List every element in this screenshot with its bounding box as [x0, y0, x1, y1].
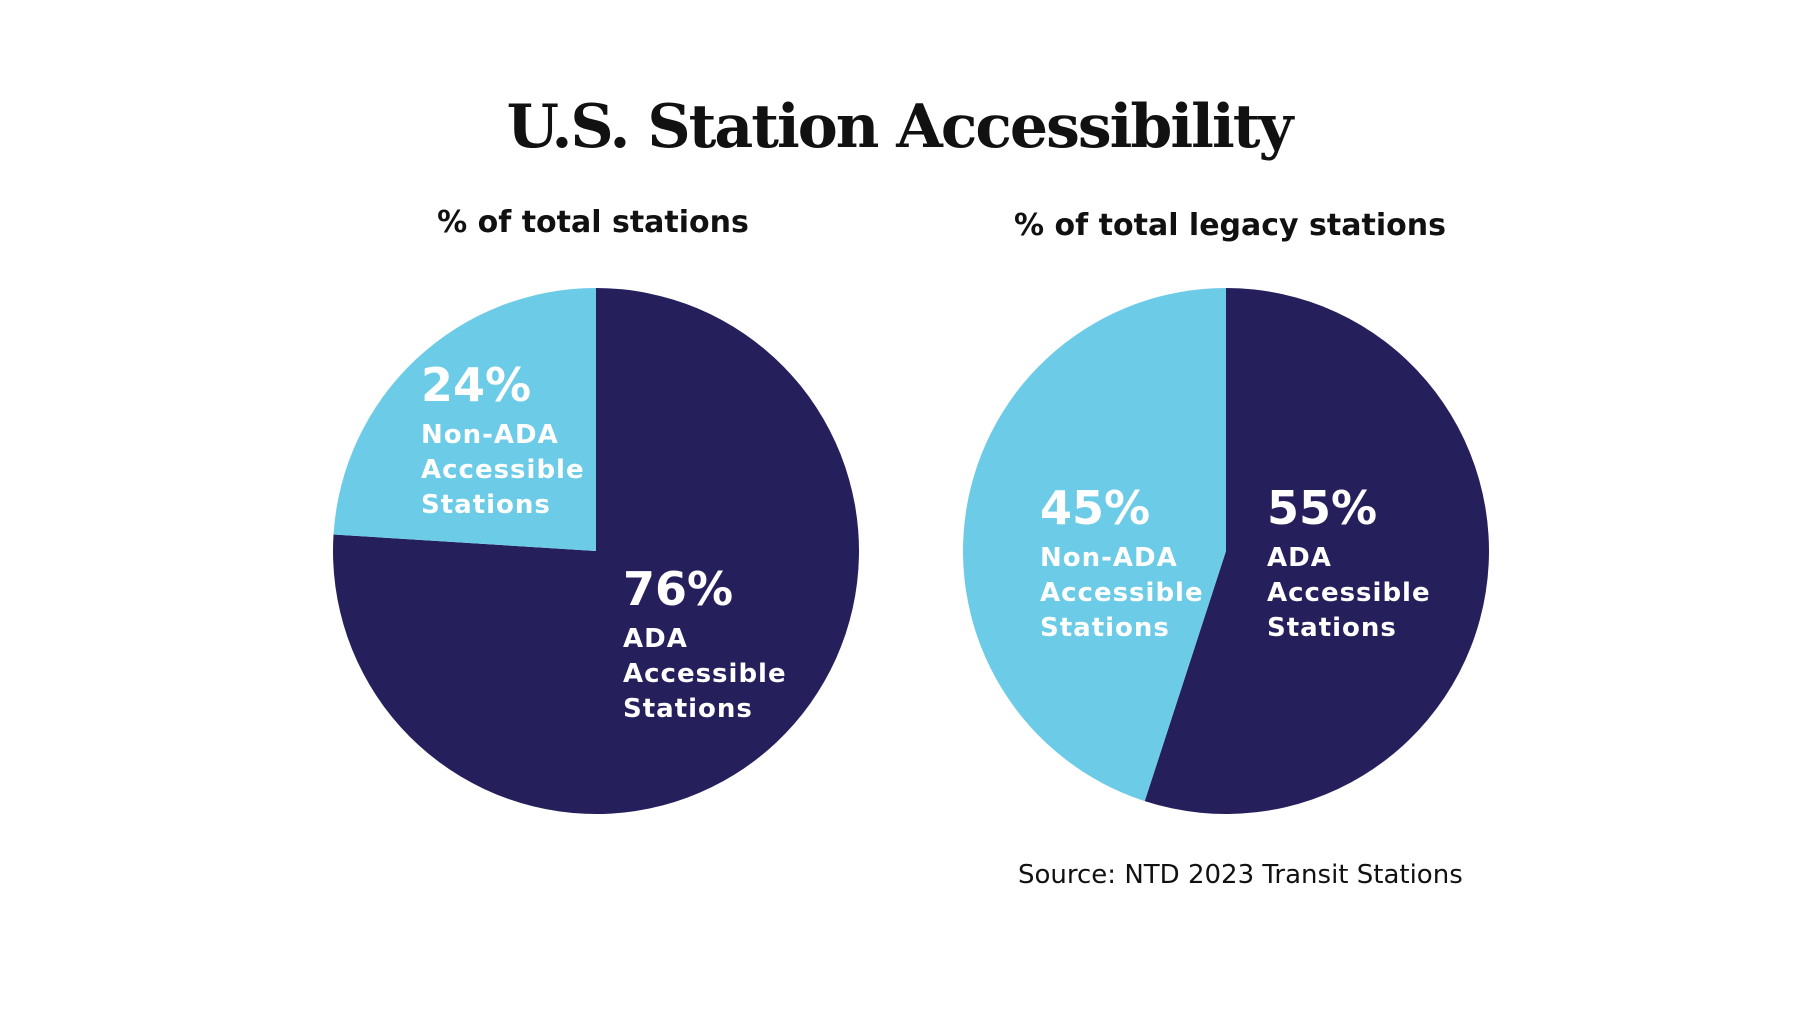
pie-2-slice-2	[963, 288, 1226, 802]
slice-percent-label: 76%	[623, 562, 733, 616]
source-note: Source: NTD 2023 Transit Stations	[1018, 860, 1463, 890]
pie-2-subtitle: % of total legacy stations	[1014, 208, 1446, 243]
pie-1-slice-1-label: 76% ADA Accessible Stations	[623, 562, 787, 724]
slice-category-label: ADA	[1267, 543, 1332, 573]
pie-2-slice-1	[1144, 288, 1490, 815]
slice-category-label: Accessible	[1040, 578, 1204, 608]
slice-category-label: Stations	[421, 490, 551, 520]
pie-2-slice-2-label: 45% Non-ADA Accessible Stations	[1040, 481, 1204, 643]
pie-1-subtitle: % of total stations	[437, 205, 749, 240]
slice-category-label: Stations	[1267, 613, 1397, 643]
chart-title: U.S. Station Accessibility	[506, 92, 1294, 162]
pie-1-slice-2	[333, 288, 596, 551]
slice-category-label: Non-ADA	[421, 420, 559, 450]
slice-category-label: Accessible	[421, 455, 585, 485]
slice-category-label: Non-ADA	[1040, 543, 1178, 573]
slice-category-label: Stations	[1040, 613, 1170, 643]
pie-1-slice-2-label: 24% Non-ADA Accessible Stations	[421, 358, 585, 520]
slice-percent-label: 24%	[421, 358, 531, 412]
slice-category-label: ADA	[623, 624, 688, 654]
slice-percent-label: 45%	[1040, 481, 1150, 535]
pie-2-slice-1-label: 55% ADA Accessible Stations	[1267, 481, 1431, 643]
slice-percent-label: 55%	[1267, 481, 1377, 535]
slice-category-label: Accessible	[1267, 578, 1431, 608]
slice-category-label: Accessible	[623, 659, 787, 689]
slice-category-label: Stations	[623, 694, 753, 724]
